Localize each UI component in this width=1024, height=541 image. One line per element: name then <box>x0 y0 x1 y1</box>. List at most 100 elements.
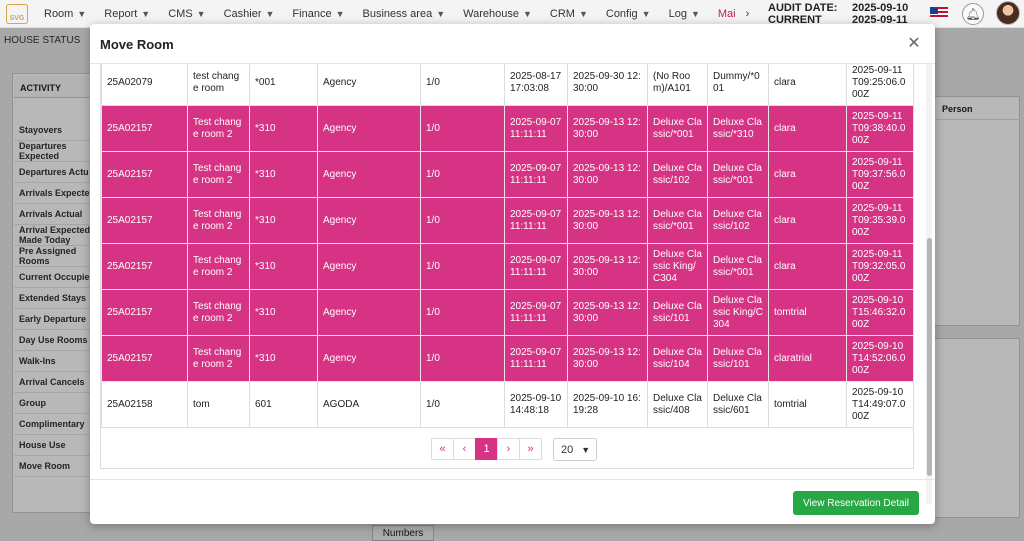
nav-item-business-area[interactable]: Business area ▼ <box>352 0 453 28</box>
logo[interactable]: SVG <box>0 0 34 28</box>
activity-item[interactable]: Move Room <box>14 456 94 477</box>
table-cell: tom <box>187 381 250 428</box>
page-1-button[interactable]: 1 <box>475 438 498 460</box>
table-row[interactable]: 25A02157 Test change room 2 *310 Agency 1/0 2… <box>101 151 913 198</box>
top-nav: SVG Room ▼ Report ▼ CMS ▼ Cashier ▼ Finance ▼ Busi… <box>0 0 1024 28</box>
table-row[interactable]: 25A02157 Test change room 2 *310 Agency 1/0 2… <box>101 197 913 244</box>
table-cell: Agency <box>317 151 421 198</box>
table-cell: Deluxe Classic/601 <box>707 381 769 428</box>
table-cell: 2025-09-13 12:30:00 <box>567 197 648 244</box>
chevron-down-icon: ▼ <box>436 8 446 19</box>
move-room-modal: Move Room ✕ 25A02079 test change room *001… <box>90 24 935 524</box>
table-cell: Test change room 2 <box>187 243 250 290</box>
table-cell: *310 <box>249 105 318 152</box>
table-cell: Deluxe Classic/*001 <box>647 105 708 152</box>
view-reservation-detail-button[interactable]: View Reservation Detail <box>793 491 919 515</box>
nav-item-cashier[interactable]: Cashier ▼ <box>214 0 283 28</box>
bell-icon[interactable]: 🔔︎ <box>962 3 984 25</box>
table-cell: 2025-09-13 12:30:00 <box>567 289 648 336</box>
person-header-label: Person <box>942 104 973 114</box>
activity-item[interactable]: House Use <box>14 435 94 456</box>
activity-item[interactable]: Stayovers <box>14 120 94 141</box>
current-date-value: 2025-09-11 <box>852 14 908 26</box>
activity-header: ACTIVITY <box>14 76 94 98</box>
table-cell: 25A02157 <box>101 105 188 152</box>
activity-item[interactable]: Departures Expected <box>14 141 94 162</box>
table-cell: 2025-09-07 11:11:11 <box>504 243 568 290</box>
table-cell: 25A02157 <box>101 335 188 382</box>
audit-date-label: AUDIT DATE: <box>768 2 838 14</box>
table-cell: Deluxe Classic/*001 <box>707 151 769 198</box>
last-page-button[interactable]: » <box>519 438 542 460</box>
activity-item[interactable]: Arrival Expected Made Today <box>14 225 94 246</box>
table-cell: (No Room)/A101 <box>647 64 708 106</box>
table-cell: 2025-09-11T09:37:56.000Z <box>846 151 913 198</box>
table-row[interactable]: 25A02158 tom 601 AGODA 1/0 2025-09-10 14:48:1… <box>101 381 913 428</box>
activity-item[interactable]: Current Occupie <box>14 267 94 288</box>
scrollbar-thumb[interactable] <box>927 238 932 476</box>
table-cell: 2025-09-07 11:11:11 <box>504 289 568 336</box>
table-cell: 2025-09-07 11:11:11 <box>504 197 568 244</box>
table-cell: tomtrial <box>768 289 847 336</box>
table-cell: Deluxe Classic King/C304 <box>647 243 708 290</box>
table-cell: 25A02157 <box>101 197 188 244</box>
nav-item-label: Room <box>44 7 74 20</box>
activity-item[interactable]: Departures Actu <box>14 162 94 183</box>
table-cell: 1/0 <box>420 335 505 382</box>
nav-item-log[interactable]: Log ▼ <box>659 0 708 28</box>
table-cell: 2025-09-10T15:46:32.000Z <box>846 289 913 336</box>
table-cell: 601 <box>249 381 318 428</box>
logo-icon: SVG <box>6 3 28 24</box>
table-row[interactable]: 25A02157 Test change room 2 *310 Agency 1/0 2… <box>101 105 913 152</box>
table-cell: *310 <box>249 335 318 382</box>
table-cell: AGODA <box>317 381 421 428</box>
table-cell: 2025-09-11T09:38:40.000Z <box>846 105 913 152</box>
nav-item-room[interactable]: Room ▼ <box>34 0 94 28</box>
prev-page-button[interactable]: ‹ <box>453 438 476 460</box>
activity-item[interactable]: Extended Stays <box>14 288 94 309</box>
next-page-button[interactable]: › <box>497 438 520 460</box>
table-row[interactable]: 25A02157 Test change room 2 *310 Agency 1/0 2… <box>101 243 913 290</box>
move-room-table-wrap[interactable]: 25A02079 test change room *001 Agency 1/0 202… <box>100 64 914 468</box>
activity-item[interactable]: Day Use Rooms <box>14 330 94 351</box>
nav-item-label: Mai <box>717 7 736 20</box>
chevron-right-icon[interactable]: › <box>745 7 750 20</box>
nav-item-crm[interactable]: CRM ▼ <box>540 0 596 28</box>
nav-item-label: Business area <box>362 7 433 20</box>
nav-item-warehouse[interactable]: Warehouse ▼ <box>453 0 540 28</box>
close-icon[interactable]: ✕ <box>907 35 921 52</box>
table-cell: 1/0 <box>420 105 505 152</box>
activity-item[interactable]: Complimentary <box>14 414 94 435</box>
table-cell: 2025-09-10T14:52:06.000Z <box>846 335 913 382</box>
activity-item[interactable]: Arrivals Expecte <box>14 183 94 204</box>
table-cell: 2025-09-11T09:35:39.000Z <box>846 197 913 244</box>
nav-item-cms[interactable]: CMS ▼ <box>158 0 213 28</box>
nav-item-mai[interactable]: Mai <box>708 0 744 28</box>
activity-item[interactable]: Pre Assigned Rooms <box>14 246 94 267</box>
us-flag-icon[interactable] <box>930 7 948 19</box>
avatar[interactable] <box>996 1 1020 25</box>
table-row[interactable]: 25A02157 Test change room 2 *310 Agency 1/0 2… <box>101 335 913 382</box>
nav-item-report[interactable]: Report ▼ <box>94 0 158 28</box>
activity-item[interactable]: Group <box>14 393 94 414</box>
activity-item[interactable]: Walk-Ins <box>14 351 94 372</box>
table-row[interactable]: 25A02157 Test change room 2 *310 Agency 1/0 2… <box>101 289 913 336</box>
chevron-down-icon: ▼ <box>141 8 151 19</box>
nav-item-finance[interactable]: Finance ▼ <box>282 0 352 28</box>
first-page-button[interactable]: « <box>431 438 454 460</box>
table-row[interactable]: 25A02079 test change room *001 Agency 1/0 202… <box>101 64 913 106</box>
table-cell: Agency <box>317 335 421 382</box>
table-cell: 2025-09-07 11:11:11 <box>504 105 568 152</box>
main-menu: Room ▼ Report ▼ CMS ▼ Cashier ▼ Finance ▼ Business… <box>34 0 744 28</box>
activity-item[interactable]: Arrival Cancels <box>14 372 94 393</box>
chevron-down-icon: ▼ <box>578 8 588 19</box>
modal-title: Move Room <box>100 37 174 52</box>
activity-list: Stayovers Departures Expected Departures A… <box>14 120 94 477</box>
nav-item-config[interactable]: Config ▼ <box>596 0 659 28</box>
activity-item[interactable]: Arrivals Actual <box>14 204 94 225</box>
page-size-select[interactable]: 20 ▼ <box>553 438 597 461</box>
table-cell: Deluxe Classic King/C304 <box>707 289 769 336</box>
table-cell: Agency <box>317 197 421 244</box>
activity-item[interactable]: Early Departure <box>14 309 94 330</box>
table-cell: 25A02157 <box>101 289 188 336</box>
